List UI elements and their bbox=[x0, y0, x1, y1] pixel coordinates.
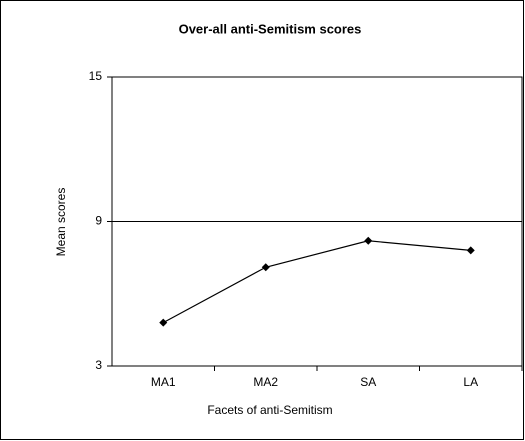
x-tick-label: MA2 bbox=[253, 375, 278, 389]
x-axis-label: Facets of anti-Semitism bbox=[207, 403, 332, 417]
line bbox=[162, 240, 471, 324]
x-tick-label: SA bbox=[360, 375, 376, 389]
x-tick-label: LA bbox=[463, 375, 478, 389]
y-tick-label: 3 bbox=[95, 358, 102, 372]
x-tick-label: MA1 bbox=[151, 375, 176, 389]
marker bbox=[364, 236, 373, 245]
y-tick-label: 9 bbox=[95, 214, 102, 228]
marker bbox=[159, 318, 168, 327]
chart-title: Over-all anti-Semitism scores bbox=[179, 21, 362, 36]
marker bbox=[466, 246, 475, 255]
marker bbox=[261, 263, 270, 272]
y-axis-label: Mean scores bbox=[54, 188, 68, 257]
y-tick-label: 15 bbox=[89, 69, 103, 83]
